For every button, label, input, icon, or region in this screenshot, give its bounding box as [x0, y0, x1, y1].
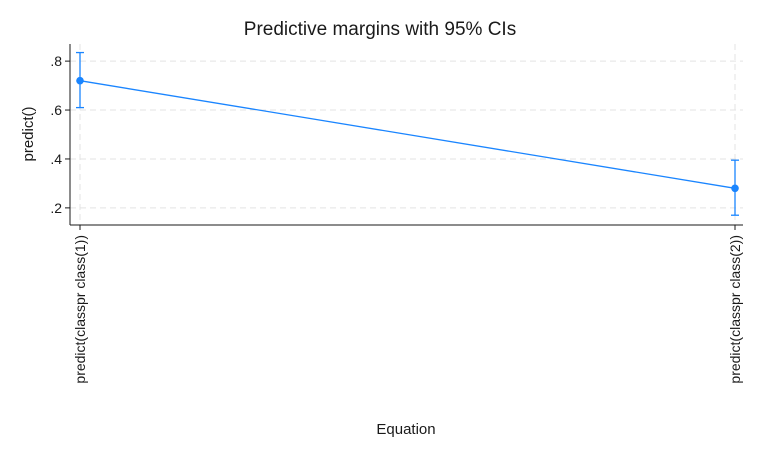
data-point — [76, 76, 84, 85]
y-tick-label: .2 — [50, 200, 62, 216]
x-tick-label: predict(classpr class(2)) — [727, 235, 743, 384]
chart-marks — [76, 51, 739, 216]
data-point — [731, 184, 739, 193]
x-tick-label: predict(classpr class(1)) — [72, 235, 88, 384]
y-ticks: .2 .4 .6 .8 — [50, 53, 70, 216]
y-tick-label: .6 — [50, 102, 62, 118]
x-ticks: predict(classpr class(1)) predict(classpr… — [72, 225, 743, 384]
y-tick-label: .8 — [50, 53, 62, 69]
x-axis-label: Equation — [376, 421, 435, 438]
chart-title: Predictive margins with 95% CIs — [244, 19, 516, 40]
series-line — [79, 80, 736, 189]
y-axis-label: predict() — [20, 106, 37, 161]
y-tick-label: .4 — [50, 151, 62, 167]
